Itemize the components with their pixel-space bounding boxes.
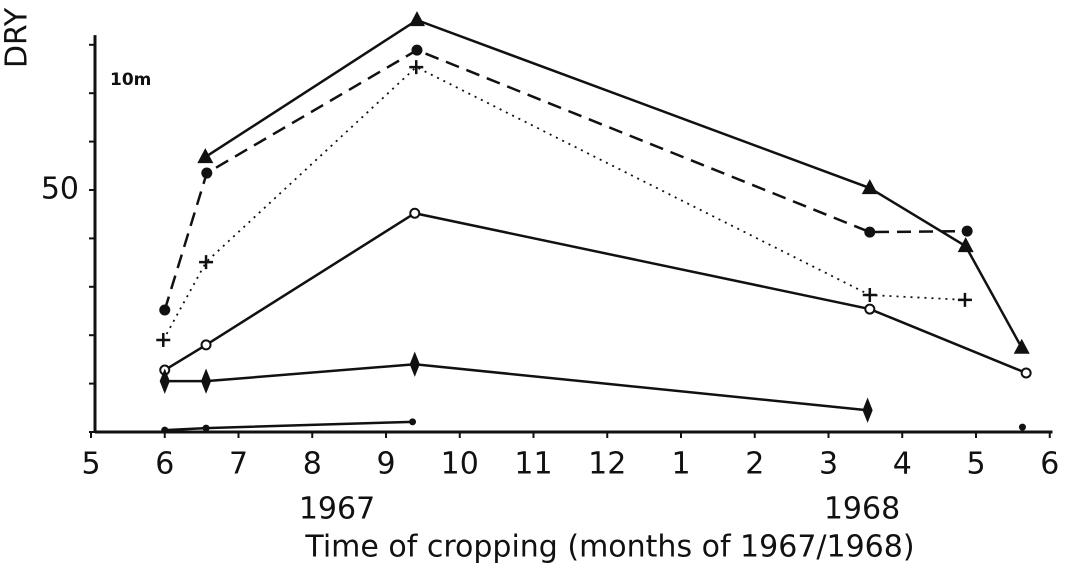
marker bbox=[197, 148, 214, 164]
annotation: 1968 bbox=[824, 492, 900, 527]
marker bbox=[864, 226, 876, 238]
annotation: 10m bbox=[110, 70, 151, 90]
marker bbox=[409, 418, 417, 426]
x-tick-label: 3 bbox=[819, 447, 838, 482]
marker bbox=[1020, 367, 1032, 379]
marker bbox=[957, 237, 974, 253]
series-line bbox=[162, 65, 965, 341]
x-tick-label: 7 bbox=[229, 447, 248, 482]
marker bbox=[409, 351, 420, 377]
x-tick-label: 9 bbox=[376, 447, 395, 482]
series-line bbox=[164, 211, 1027, 375]
x-axis-label: Time of cropping (months of 1967/1968) bbox=[304, 530, 914, 565]
y-axis-label: DRY bbox=[0, 7, 35, 68]
marker bbox=[1018, 423, 1026, 431]
marker bbox=[862, 288, 877, 303]
marker bbox=[408, 11, 425, 27]
x-tick-label: 10 bbox=[441, 447, 479, 482]
x-tick-label: 6 bbox=[155, 447, 174, 482]
marker bbox=[864, 303, 876, 315]
series-line bbox=[204, 18, 1023, 349]
x-tick-label: 5 bbox=[966, 447, 985, 482]
series-line bbox=[165, 422, 1023, 430]
x-tick-label: 12 bbox=[588, 447, 626, 482]
marker bbox=[957, 292, 972, 307]
series-line bbox=[164, 362, 868, 412]
marker bbox=[409, 60, 424, 75]
marker bbox=[159, 304, 171, 316]
x-tick-label: 5 bbox=[81, 447, 100, 482]
marker bbox=[199, 255, 214, 270]
marker bbox=[862, 397, 873, 423]
marker bbox=[200, 339, 212, 351]
marker bbox=[201, 167, 213, 179]
x-tick-label: 1 bbox=[671, 447, 690, 482]
marker bbox=[159, 368, 170, 394]
x-tick-label: 2 bbox=[745, 447, 764, 482]
marker bbox=[1013, 338, 1030, 354]
x-tick-label: 4 bbox=[893, 447, 912, 482]
x-tick-label: 8 bbox=[303, 447, 322, 482]
x-tick-label: 11 bbox=[514, 447, 552, 482]
marker bbox=[156, 333, 171, 348]
x-tick-label: 6 bbox=[1040, 447, 1059, 482]
marker bbox=[409, 207, 421, 219]
marker bbox=[161, 426, 169, 434]
marker bbox=[202, 424, 210, 432]
annotation: 1967 bbox=[299, 492, 375, 527]
marker bbox=[411, 44, 423, 56]
marker bbox=[861, 179, 878, 195]
y-tick-label: 50 bbox=[41, 172, 79, 207]
marker bbox=[961, 225, 973, 237]
marker bbox=[200, 368, 212, 394]
